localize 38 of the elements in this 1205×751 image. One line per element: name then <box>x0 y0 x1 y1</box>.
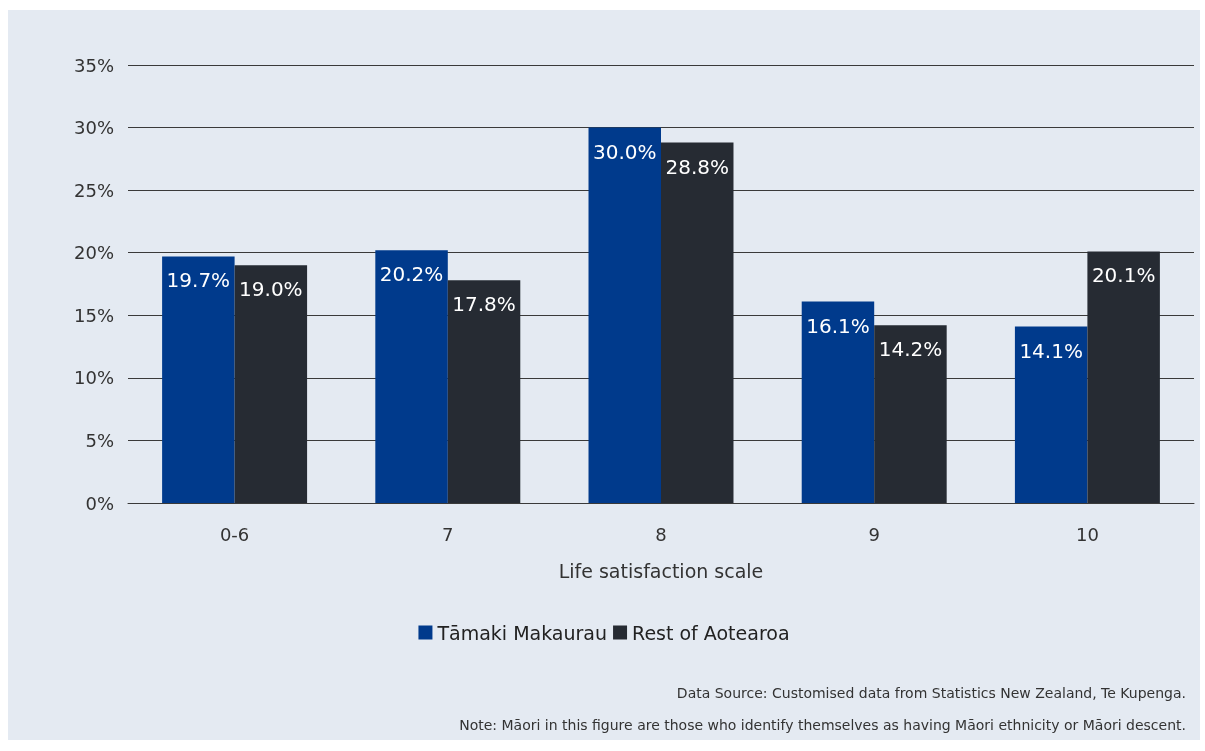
x-tick-label: 10 <box>1075 523 1099 545</box>
data-label: 19.0% <box>239 277 303 302</box>
x-tick-label: 7 <box>442 523 454 545</box>
y-tick-label: 10% <box>73 367 114 389</box>
bar <box>375 250 448 503</box>
bar <box>801 301 875 503</box>
bar <box>1014 326 1088 503</box>
x-axis-title: Life satisfaction scale <box>558 559 764 582</box>
bar <box>874 325 947 503</box>
data-label: 19.7% <box>166 268 231 293</box>
y-tick-label: 5% <box>85 429 114 451</box>
data-label: 17.8% <box>452 292 516 317</box>
y-tick-label: 25% <box>73 179 114 201</box>
x-tick-label: 0-6 <box>219 523 250 545</box>
bar <box>661 142 734 503</box>
data-label: 20.2% <box>379 262 444 287</box>
bar <box>1087 251 1160 503</box>
legend-label: Rest of Aotearoa <box>632 621 790 644</box>
x-tick-label: 9 <box>868 523 880 545</box>
data-label: 16.1% <box>806 313 870 338</box>
data-label: 20.1% <box>1091 263 1156 288</box>
data-label: 28.8% <box>665 154 730 179</box>
bar <box>234 265 308 503</box>
data-label: 14.2% <box>878 337 943 362</box>
bar <box>447 280 521 503</box>
data-label: 14.1% <box>1019 338 1083 363</box>
y-tick-label: 20% <box>73 242 114 264</box>
y-tick-label: 30% <box>73 117 114 139</box>
source-note: Data Source: Customised data from Statistics New Zealand, Te Kupenga. <box>676 685 1186 701</box>
data-label: 30.0% <box>592 139 657 164</box>
legend-label: Tāmaki Makaurau <box>436 621 608 644</box>
x-tick-label: 8 <box>655 523 667 545</box>
text: Note: Māori in this figure are those who identify themselves as having Māori ethnicity or Māori descent. <box>459 717 1186 733</box>
y-tick-label: 0% <box>85 492 114 514</box>
bar <box>588 127 661 503</box>
y-tick-label: 35% <box>73 54 114 76</box>
y-tick-label: 15% <box>73 304 114 326</box>
bar <box>162 256 235 503</box>
